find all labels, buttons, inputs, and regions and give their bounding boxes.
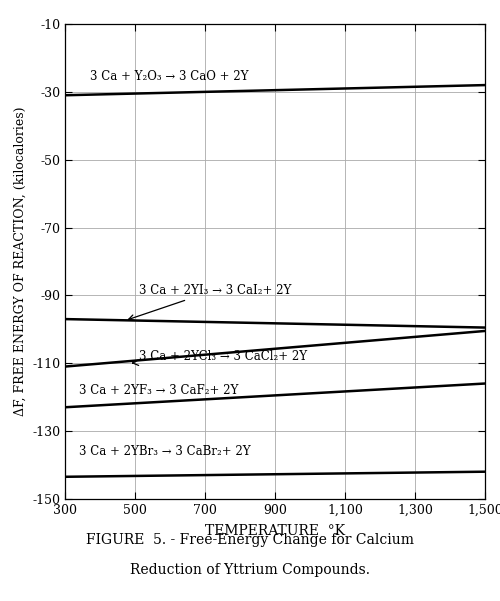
X-axis label: TEMPERATURE  °K: TEMPERATURE °K (205, 523, 345, 538)
Text: 3 Ca + 2YF₃ → 3 CaF₂+ 2Y: 3 Ca + 2YF₃ → 3 CaF₂+ 2Y (79, 384, 238, 397)
Text: 3 Ca + 2YBr₃ → 3 CaBr₂+ 2Y: 3 Ca + 2YBr₃ → 3 CaBr₂+ 2Y (79, 445, 250, 458)
Text: 3 Ca + 2YCl₃ → 3 CaCl₂+ 2Y: 3 Ca + 2YCl₃ → 3 CaCl₂+ 2Y (132, 350, 306, 365)
Text: 3 Ca + 2YI₃ → 3 CaI₂+ 2Y: 3 Ca + 2YI₃ → 3 CaI₂+ 2Y (128, 284, 291, 320)
Text: 3 Ca + Y₂O₃ → 3 CaO + 2Y: 3 Ca + Y₂O₃ → 3 CaO + 2Y (90, 70, 248, 84)
Text: FIGURE  5. - Free-Energy Change for Calcium: FIGURE 5. - Free-Energy Change for Calci… (86, 533, 414, 547)
Y-axis label: ΔF, FREE ENERGY OF REACTION, (kilocalories): ΔF, FREE ENERGY OF REACTION, (kilocalori… (14, 107, 26, 416)
Text: Reduction of Yttrium Compounds.: Reduction of Yttrium Compounds. (130, 563, 370, 577)
